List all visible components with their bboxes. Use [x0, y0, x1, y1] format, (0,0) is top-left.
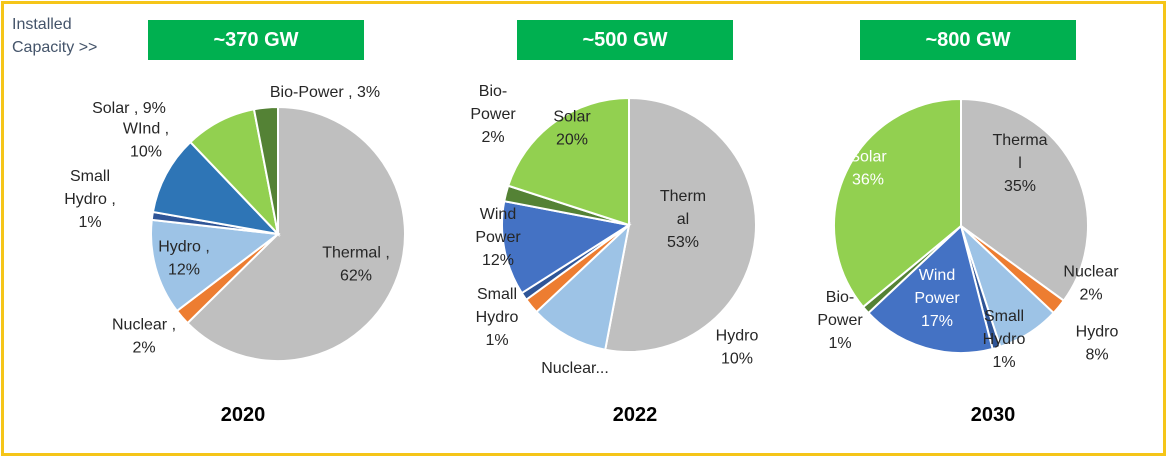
- data-label-2022-thermal: Therm al 53%: [660, 188, 706, 251]
- installed-capacity-line1: Installed: [12, 16, 72, 33]
- data-label-2020-solar: Solar , 9%: [92, 100, 166, 117]
- pie-slice-2020-bio-power: [252, 105, 279, 235]
- pie-slice-2020-wind: [151, 140, 281, 236]
- data-label-2022-nuclear: Nuclear...: [541, 360, 609, 377]
- data-label-2020-bio-power: Bio-Power , 3%: [270, 84, 380, 101]
- pie-slice-2022-thermal: [604, 96, 757, 353]
- pie-slice-2030-thermal: [960, 97, 1089, 303]
- installed-capacity-label: Installed Capacity >>: [12, 13, 97, 59]
- data-label-2030-hydro: Hydro 8%: [1076, 324, 1119, 364]
- pie-slice-2022-solar: [506, 96, 630, 227]
- pie-slice-2020-hydro: [150, 218, 281, 313]
- capacity-badge-2020: ~370 GW: [148, 20, 364, 60]
- data-label-2022-bio-power: Bio-Power 2%: [470, 83, 516, 146]
- year-label-2020: 2020: [220, 404, 266, 426]
- data-label-2030-thermal: Therma l 35%: [992, 132, 1047, 195]
- data-label-2020-nuclear: Nuclear , 2%: [112, 317, 176, 357]
- pie-slice-2020-thermal: [186, 105, 406, 362]
- data-label-2020-thermal: Thermal , 62%: [322, 245, 390, 285]
- pie-slice-2030-solar: [833, 97, 962, 309]
- data-label-2022-small-hydro: Small Hydro 1%: [476, 286, 519, 349]
- pie-slice-2022-wind-power: [501, 200, 632, 295]
- data-label-2020-hydro: Hydro , 12%: [158, 239, 210, 279]
- pie-slice-2022-hydro: [535, 222, 631, 351]
- capacity-badge-2022: ~500 GW: [517, 20, 733, 60]
- data-label-2030-small-hydro: Small Hydro 1%: [983, 308, 1026, 371]
- data-label-2022-wind-power: Wind Power 12%: [475, 206, 521, 269]
- year-label-2022: 2022: [612, 404, 658, 426]
- data-label-2030-bio-power: Bio-Power 1%: [817, 289, 863, 352]
- year-label-2030: 2030: [970, 404, 1016, 426]
- pie-slice-2030-wind-power: [867, 224, 994, 354]
- installed-capacity-line2: Capacity >>: [12, 39, 98, 56]
- data-label-2030-nuclear: Nuclear 2%: [1063, 264, 1119, 304]
- data-label-2030-wind-power: Wind Power 17%: [914, 267, 960, 330]
- data-label-2022-solar: Solar 20%: [553, 109, 591, 149]
- capacity-badge-2030: ~800 GW: [860, 20, 1076, 60]
- data-label-2030-solar: Solar 36%: [849, 149, 887, 189]
- data-label-2020-small-hydro: Small Hydro , 1%: [64, 168, 116, 231]
- data-label-2022-hydro: Hydro 10%: [716, 328, 759, 368]
- data-label-2020-wind: WInd , 10%: [123, 121, 169, 161]
